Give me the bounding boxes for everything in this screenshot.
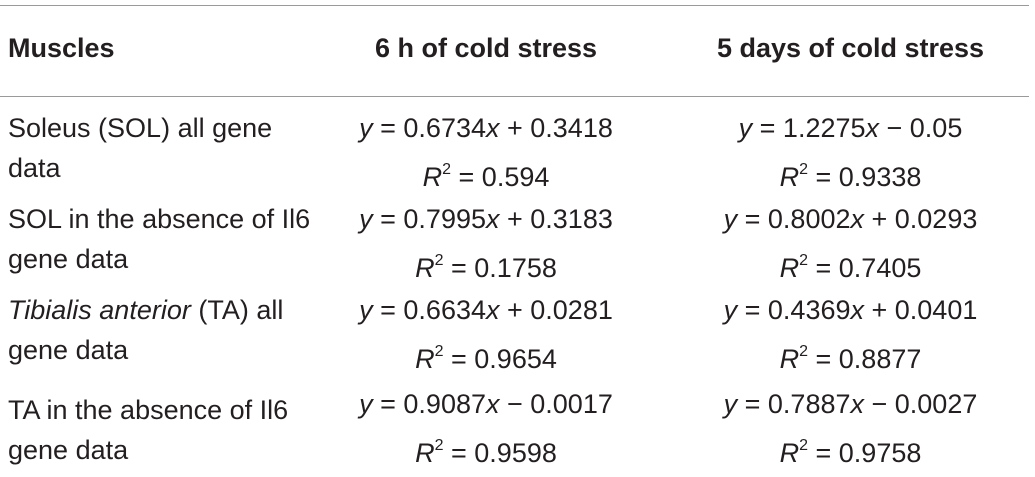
muscle-label: TA in the absence of Il6 gene data (8, 390, 338, 470)
cell-5-days: y = 0.8002x + 0.0293 R2 = 0.7405 (672, 199, 1029, 291)
cell-6h: y = 0.9087x − 0.0017 R2 = 0.9598 (300, 384, 672, 476)
r-squared: R2 = 0.9598 (415, 437, 557, 469)
table-row: SOL in the absence of Il6 gene data y = … (0, 199, 1029, 291)
r-squared: R2 = 0.9654 (415, 343, 557, 375)
table-row: TA in the absence of Il6 gene data y = 0… (0, 384, 1029, 476)
table-top-rule (0, 5, 1029, 6)
r-squared: R2 = 0.1758 (415, 252, 557, 284)
header-6h-cold-stress: 6 h of cold stress (374, 33, 598, 63)
table-row: Soleus (SOL) all gene data y = 0.6734x +… (0, 108, 1029, 200)
regression-equation: y = 0.8002x + 0.0293 (723, 204, 978, 234)
muscle-label: SOL in the absence of Il6 gene data (8, 199, 338, 279)
cell-5-days: y = 0.4369x + 0.0401 R2 = 0.8877 (672, 290, 1029, 382)
r-squared: R2 = 0.9338 (779, 161, 922, 193)
r-squared: R2 = 0.7405 (779, 252, 922, 284)
regression-equation: y = 0.6734x + 0.3418 (359, 113, 613, 143)
muscle-label-line: gene data (8, 335, 129, 365)
regression-equation: y = 0.7995x + 0.3183 (359, 204, 613, 234)
muscle-label-line: SOL in the absence of Il6 (8, 204, 311, 234)
cell-5-days: y = 0.7887x − 0.0027 R2 = 0.9758 (672, 384, 1029, 476)
muscle-label-line: gene data (8, 244, 129, 274)
muscle-label: Tibialis anterior (TA) all gene data (8, 290, 338, 370)
muscle-label: Soleus (SOL) all gene data (8, 108, 338, 188)
header-bottom-rule (0, 96, 1029, 97)
regression-equation: y = 0.6634x + 0.0281 (359, 295, 613, 325)
header-5-days-cold-stress: 5 days of cold stress (716, 33, 985, 63)
cell-5-days: y = 1.2275x − 0.05 R2 = 0.9338 (672, 108, 1029, 200)
muscle-label-rest: (TA) all (190, 295, 284, 325)
regression-equation: y = 0.7887x − 0.0027 (723, 389, 978, 419)
regression-equation: y = 1.2275x − 0.05 (738, 113, 963, 143)
muscle-label-line: TA in the absence of Il6 (8, 395, 289, 425)
cell-6h: y = 0.6734x + 0.3418 R2 = 0.594 (300, 108, 672, 200)
r-squared: R2 = 0.8877 (779, 343, 922, 375)
r-squared: R2 = 0.594 (422, 161, 550, 193)
header-muscles: Muscles (8, 33, 115, 63)
cell-6h: y = 0.6634x + 0.0281 R2 = 0.9654 (300, 290, 672, 382)
muscle-label-line: Soleus (SOL) all gene (8, 113, 273, 143)
table-row: Tibialis anterior (TA) all gene data y =… (0, 290, 1029, 382)
muscle-label-line: gene data (8, 435, 129, 465)
muscle-label-line: data (8, 153, 61, 183)
r-squared: R2 = 0.9758 (779, 437, 922, 469)
cell-6h: y = 0.7995x + 0.3183 R2 = 0.1758 (300, 199, 672, 291)
regression-equation: y = 0.4369x + 0.0401 (723, 295, 978, 325)
regression-equation: y = 0.9087x − 0.0017 (359, 389, 613, 419)
muscle-label-italic: Tibialis anterior (8, 295, 191, 325)
